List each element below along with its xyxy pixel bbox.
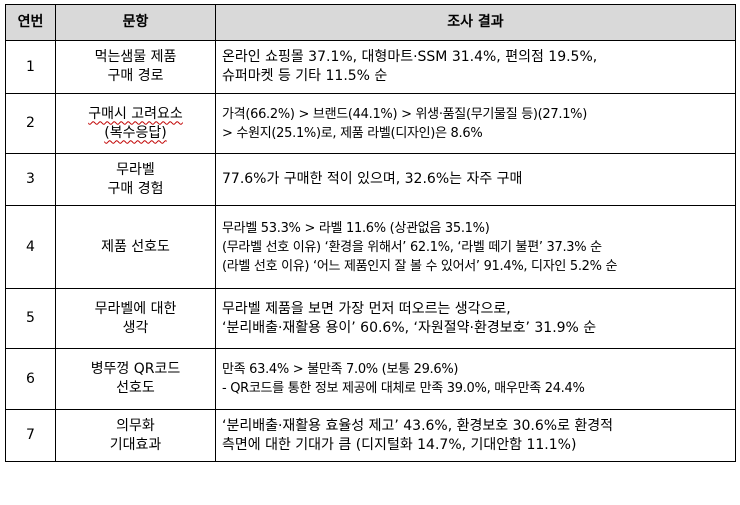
row-result-line: 가격(66.2%) > 브랜드(44.1%) > 위생·품질(무기물질 등)(2… (222, 106, 587, 122)
row-result-line: 측면에 대한 기대가 큼 (디지털화 14.7%, 기대안함 11.1%) (222, 436, 577, 453)
row-item-line: (복수응답) (104, 124, 167, 141)
header-result: 조사 결과 (215, 4, 736, 41)
row-number: 5 (5, 288, 56, 349)
row-result-line: - QR코드를 통한 정보 제공에 대체로 만족 39.0%, 매우만족 24.… (222, 381, 585, 396)
row-item-line: 제품 선호도 (101, 238, 170, 255)
survey-table-wrapper: 연번 문항 조사 결과 1 먹는샘물 제품 구매 경로 온라인 쇼핑몰 37.1… (5, 4, 736, 462)
row-result-line: 77.6%가 구매한 적이 있으며, 32.6%는 자주 구매 (222, 171, 523, 187)
row-item: 무라벨 구매 경험 (55, 153, 216, 206)
row-number: 1 (5, 40, 56, 94)
table-row: 4 제품 선호도 무라벨 53.3% > 라벨 11.6% (상관없음 35.1… (5, 205, 736, 289)
table-row: 3 무라벨 구매 경험 77.6%가 구매한 적이 있으며, 32.6%는 자주… (5, 153, 736, 206)
row-result-line: (라벨 선호 이유) ‘어느 제품인지 잘 볼 수 있어서’ 91.4%, 디자… (222, 258, 618, 274)
row-result-line: (무라벨 선호 이유) ‘환경을 위해서’ 62.1%, ‘라벨 떼기 불편’ … (222, 239, 602, 255)
row-result-line: 무라벨 제품을 보면 가장 먼저 떠오르는 생각으로, (222, 300, 511, 317)
row-result-line: 만족 63.4% > 불만족 7.0% (보통 29.6%) (222, 362, 459, 377)
row-result: ‘분리배출·재활용 효율성 제고’ 43.6%, 환경보호 30.6%로 환경적… (215, 409, 736, 462)
row-number: 3 (5, 153, 56, 206)
row-item-line: 병뚜껑 QR코드 (90, 361, 181, 377)
row-item-line: 선호도 (116, 380, 155, 396)
row-result-line: > 수원지(25.1%)로, 제품 라벨(디자인)은 8.6% (222, 125, 483, 141)
row-item-line: 생각 (122, 319, 149, 336)
row-item-line: 먹는샘물 제품 (94, 49, 177, 65)
row-result: 가격(66.2%) > 브랜드(44.1%) > 위생·품질(무기물질 등)(2… (215, 93, 736, 154)
table-row: 6 병뚜껑 QR코드 선호도 만족 63.4% > 불만족 7.0% (보통 2… (5, 348, 736, 410)
row-result: 온라인 쇼핑몰 37.1%, 대형마트·SSM 31.4%, 편의점 19.5%… (215, 40, 736, 94)
row-item: 먹는샘물 제품 구매 경로 (55, 40, 216, 94)
row-item-line: 구매 경험 (107, 180, 164, 197)
table-row: 5 무라벨에 대한 생각 무라벨 제품을 보면 가장 먼저 떠오르는 생각으로,… (5, 288, 736, 349)
row-item: 무라벨에 대한 생각 (55, 288, 216, 349)
row-result-line: 슈퍼마켓 등 기타 11.5% 순 (222, 68, 388, 84)
row-item-line: 구매 경로 (107, 68, 164, 84)
row-result-line: 무라벨 53.3% > 라벨 11.6% (상관없음 35.1%) (222, 220, 490, 236)
survey-results-table: 연번 문항 조사 결과 1 먹는샘물 제품 구매 경로 온라인 쇼핑몰 37.1… (5, 4, 736, 462)
row-result-line: 온라인 쇼핑몰 37.1%, 대형마트·SSM 31.4%, 편의점 19.5%… (222, 49, 598, 65)
row-item: 제품 선호도 (55, 205, 216, 289)
row-item: 병뚜껑 QR코드 선호도 (55, 348, 216, 410)
row-result: 무라벨 제품을 보면 가장 먼저 떠오르는 생각으로, ‘분리배출·재활용 용이… (215, 288, 736, 349)
row-item: 구매시 고려요소 (복수응답) (55, 93, 216, 154)
row-result-line: ‘분리배출·재활용 용이’ 60.6%, ‘자원절약·환경보호’ 31.9% 순 (222, 319, 597, 336)
table-row: 7 의무화 기대효과 ‘분리배출·재활용 효율성 제고’ 43.6%, 환경보호… (5, 409, 736, 462)
row-number: 6 (5, 348, 56, 410)
header-item: 문항 (55, 4, 216, 41)
row-item: 의무화 기대효과 (55, 409, 216, 462)
row-item-line: 구매시 고려요소 (88, 105, 183, 122)
row-result: 77.6%가 구매한 적이 있으며, 32.6%는 자주 구매 (215, 153, 736, 206)
row-number: 4 (5, 205, 56, 289)
row-item-line: 의무화 (116, 417, 155, 434)
row-item-line: 무라벨에 대한 (94, 300, 177, 317)
table-header-row: 연번 문항 조사 결과 (5, 4, 736, 41)
header-no: 연번 (5, 4, 56, 41)
row-item-line: 기대효과 (109, 436, 162, 453)
table-row: 1 먹는샘물 제품 구매 경로 온라인 쇼핑몰 37.1%, 대형마트·SSM … (5, 40, 736, 94)
row-result: 만족 63.4% > 불만족 7.0% (보통 29.6%) - QR코드를 통… (215, 348, 736, 410)
row-number: 7 (5, 409, 56, 462)
row-item-line: 무라벨 (116, 161, 155, 178)
row-result: 무라벨 53.3% > 라벨 11.6% (상관없음 35.1%) (무라벨 선… (215, 205, 736, 289)
row-result-line: ‘분리배출·재활용 효율성 제고’ 43.6%, 환경보호 30.6%로 환경적 (222, 417, 614, 434)
row-number: 2 (5, 93, 56, 154)
table-row: 2 구매시 고려요소 (복수응답) 가격(66.2%) > 브랜드(44.1%)… (5, 93, 736, 154)
